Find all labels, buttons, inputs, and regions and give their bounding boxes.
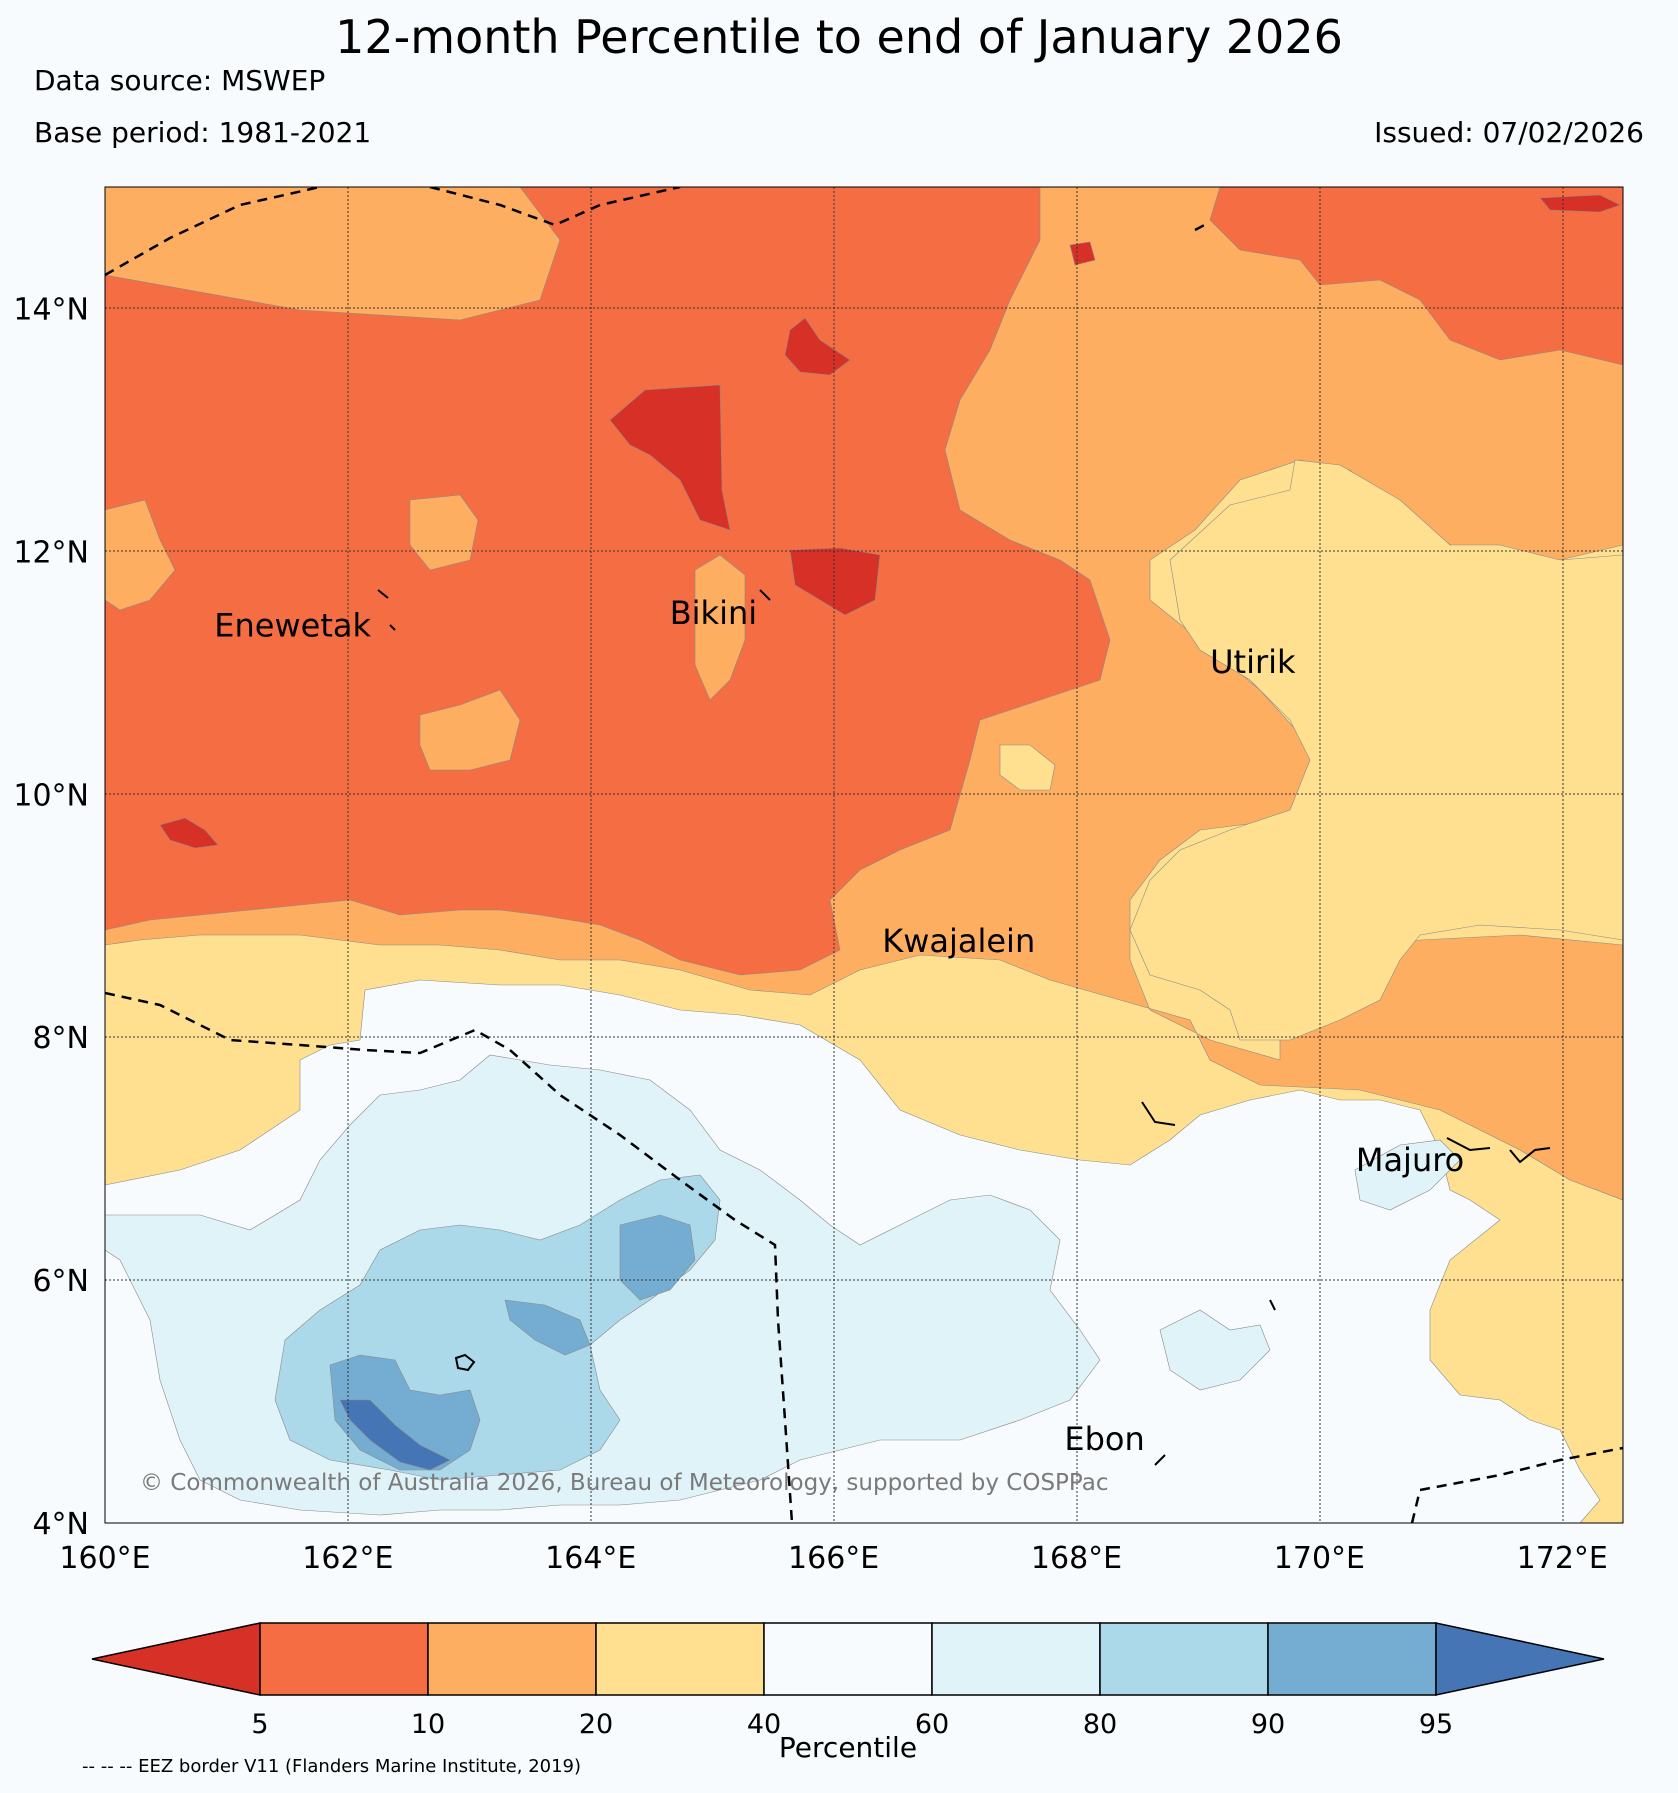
- map-title: 12-month Percentile to end of January 20…: [335, 10, 1343, 64]
- colorbar-extend-high: [1435, 1622, 1605, 1696]
- colorbar-tick-label: 80: [1083, 1709, 1117, 1740]
- lat-tick-label: 14°N: [13, 292, 89, 327]
- percentile-zone-60-80: [1354, 1139, 1461, 1211]
- colorbar-segment: [595, 1622, 765, 1696]
- eez-border: [105, 187, 1623, 1523]
- place-label-bikini: Bikini: [670, 594, 757, 632]
- colorbar-label: Percentile: [779, 1731, 917, 1764]
- colorbar-segment: [1267, 1622, 1437, 1696]
- colorbar-tick-label: 20: [579, 1709, 613, 1740]
- lat-axis: 4°N 6°N 8°N 10°N 12°N 14°N: [13, 292, 89, 1542]
- colorbar-extend-low: [91, 1622, 261, 1696]
- colorbar-segment: [1099, 1622, 1269, 1696]
- colorbar-tick-label: 5: [251, 1709, 268, 1740]
- lat-tick-label: 8°N: [32, 1021, 89, 1056]
- place-label-ebon: Ebon: [1064, 1420, 1144, 1458]
- colorbar-segment: [259, 1622, 429, 1696]
- percentile-zone-5-10: [105, 187, 1111, 976]
- colorbar-tick-label: 40: [747, 1709, 781, 1740]
- colorbar-tick-label: 10: [411, 1709, 445, 1740]
- issued-date-label: Issued: 07/02/2026: [1374, 116, 1644, 149]
- colorbar-tick-label: 60: [915, 1709, 949, 1740]
- colorbar-segment: [427, 1622, 597, 1696]
- place-label-enewetak: Enewetak: [214, 606, 371, 644]
- map-gridlines: [105, 187, 1623, 1523]
- lon-tick-label: 160°E: [59, 1541, 150, 1576]
- percentile-zone-10-20: [419, 689, 521, 771]
- lon-axis: 160°E 162°E 164°E 166°E 168°E 170°E 172°E: [59, 1541, 1607, 1576]
- colorbar: 5 10 20 40 60 80 90 95: [91, 1622, 1605, 1740]
- lat-tick-label: 6°N: [32, 1264, 89, 1299]
- atoll-outlines: [377, 589, 1551, 1466]
- lat-tick-label: 4°N: [32, 1507, 89, 1542]
- colorbar-tick-label: 90: [1251, 1709, 1285, 1740]
- percentile-zone-below-5: [1539, 194, 1621, 213]
- data-source-label: Data source: MSWEP: [34, 64, 326, 97]
- percentile-zone-below-5: [609, 384, 731, 531]
- percentile-zone-10-20: [105, 499, 176, 611]
- map-plot-area: [105, 187, 1623, 1523]
- lon-tick-label: 168°E: [1031, 1541, 1122, 1576]
- place-label-kwajalein: Kwajalein: [882, 922, 1035, 960]
- percentile-zone-below-5: [789, 547, 881, 616]
- map-frame: [104, 186, 1624, 1524]
- place-labels: Enewetak Bikini Utirik Kwajalein Majuro Ebon: [214, 594, 1464, 1458]
- colorbar-segment: [931, 1622, 1101, 1696]
- base-period-label: Base period: 1981-2021: [34, 116, 372, 149]
- percentile-zone-20-40: [999, 744, 1056, 791]
- lon-tick-label: 166°E: [788, 1541, 879, 1576]
- percentile-zone-90-95: [619, 1214, 696, 1301]
- percentile-zone-90-95: [504, 1299, 591, 1356]
- percentile-zone-above-95: [339, 1399, 451, 1471]
- lon-tick-label: 164°E: [545, 1541, 636, 1576]
- percentile-zone-below-5: [159, 817, 219, 849]
- percentile-zone-below-5: [1069, 241, 1096, 266]
- lon-tick-label: 162°E: [302, 1541, 393, 1576]
- colorbar-segment: [763, 1622, 933, 1696]
- percentile-zone-10-20: [694, 554, 746, 701]
- place-label-majuro: Majuro: [1356, 1141, 1464, 1179]
- lon-tick-label: 172°E: [1517, 1541, 1608, 1576]
- lon-tick-label: 170°E: [1274, 1541, 1365, 1576]
- copyright-notice: © Commonwealth of Australia 2026, Bureau…: [140, 1470, 1109, 1496]
- colorbar-tick-label: 95: [1419, 1709, 1453, 1740]
- eez-footnote: -- -- -- EEZ border V11 (Flanders Marine…: [82, 1756, 582, 1777]
- percentile-zone-5-10: [1209, 187, 1623, 366]
- percentile-zone-20-40: [1129, 459, 1623, 1041]
- percentile-zone-60-80: [1159, 1309, 1271, 1391]
- place-label-utirik: Utirik: [1210, 643, 1296, 681]
- lat-tick-label: 12°N: [13, 535, 89, 570]
- percentile-zone-90-95: [329, 1354, 481, 1471]
- lat-tick-label: 10°N: [13, 778, 89, 813]
